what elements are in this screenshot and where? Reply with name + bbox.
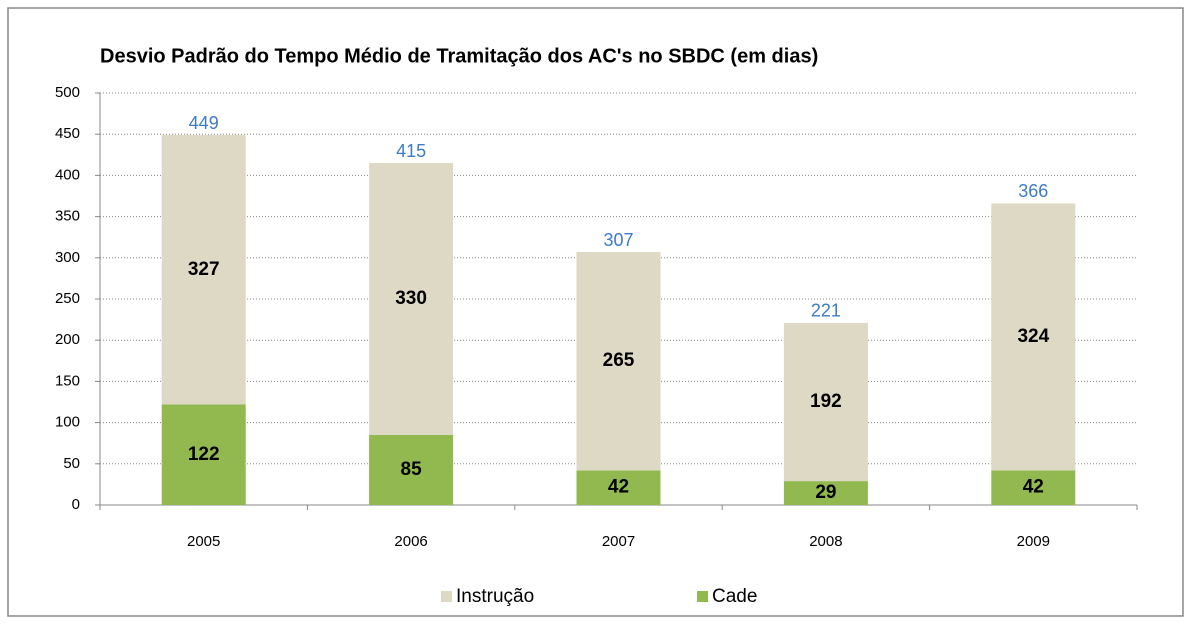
legend-label: Instrução (456, 586, 534, 607)
y-tick-label: 100 (55, 414, 80, 431)
bar-segment (369, 434, 454, 505)
data-label: 42 (1023, 477, 1044, 498)
data-label: 192 (810, 391, 842, 412)
x-tick-label: 2005 (187, 533, 220, 550)
x-tick-label: 2007 (602, 533, 635, 550)
bar-segment (161, 404, 246, 505)
data-label: 42 (608, 477, 629, 498)
x-tick-label: 2009 (1017, 533, 1050, 550)
data-label: 265 (603, 350, 635, 371)
bar-segment (576, 252, 661, 471)
chart-title: Desvio Padrão do Tempo Médio de Tramitaç… (100, 45, 818, 67)
legend-swatch (441, 591, 452, 602)
total-label: 221 (811, 301, 841, 321)
bar-segment (991, 203, 1076, 471)
x-tick-label: 2008 (809, 533, 842, 550)
y-tick-label: 0 (72, 496, 80, 513)
y-tick-label: 200 (55, 331, 80, 348)
y-tick-label: 250 (55, 290, 80, 307)
y-tick-label: 150 (55, 372, 80, 389)
data-label: 85 (401, 459, 423, 480)
data-label: 324 (1017, 326, 1049, 347)
bar-segment (783, 481, 868, 505)
legend-label: Cade (712, 586, 757, 607)
total-label: 307 (603, 230, 633, 250)
total-label: 415 (396, 141, 426, 161)
data-label: 327 (188, 259, 220, 280)
data-label: 29 (815, 482, 836, 503)
y-tick-label: 50 (63, 455, 80, 472)
y-tick-label: 450 (55, 125, 80, 142)
total-label: 366 (1018, 181, 1048, 201)
bar-segment (991, 470, 1076, 505)
y-tick-label: 300 (55, 249, 80, 266)
bar-segment (369, 163, 454, 435)
legend-swatch (697, 591, 708, 602)
y-tick-label: 350 (55, 208, 80, 225)
y-tick-label: 500 (55, 84, 80, 101)
data-label: 122 (188, 444, 220, 465)
bar-segment (161, 135, 246, 405)
x-tick-label: 2006 (394, 533, 427, 550)
data-label: 330 (395, 288, 427, 309)
bar-segment (783, 322, 868, 482)
total-label: 449 (189, 113, 219, 133)
bar-segment (576, 470, 661, 505)
y-tick-label: 400 (55, 166, 80, 183)
